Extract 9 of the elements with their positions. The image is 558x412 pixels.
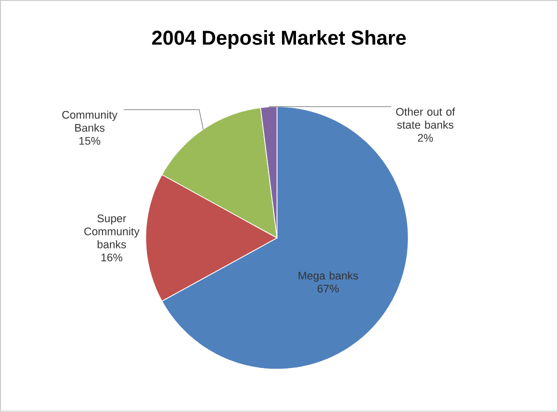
slice-label: Other out of state banks [396,108,456,129]
slice-label: Mega banks [298,272,358,282]
chart-title: 2004 Deposit Market Share [152,30,406,49]
slice-label: Super Community banks [84,214,140,248]
data-label: 16% [101,254,122,262]
data-label: 15% [79,137,100,145]
data-label: 2% [418,134,433,142]
data-label: 67% [318,284,339,293]
slice-label: Community Banks [62,110,118,132]
